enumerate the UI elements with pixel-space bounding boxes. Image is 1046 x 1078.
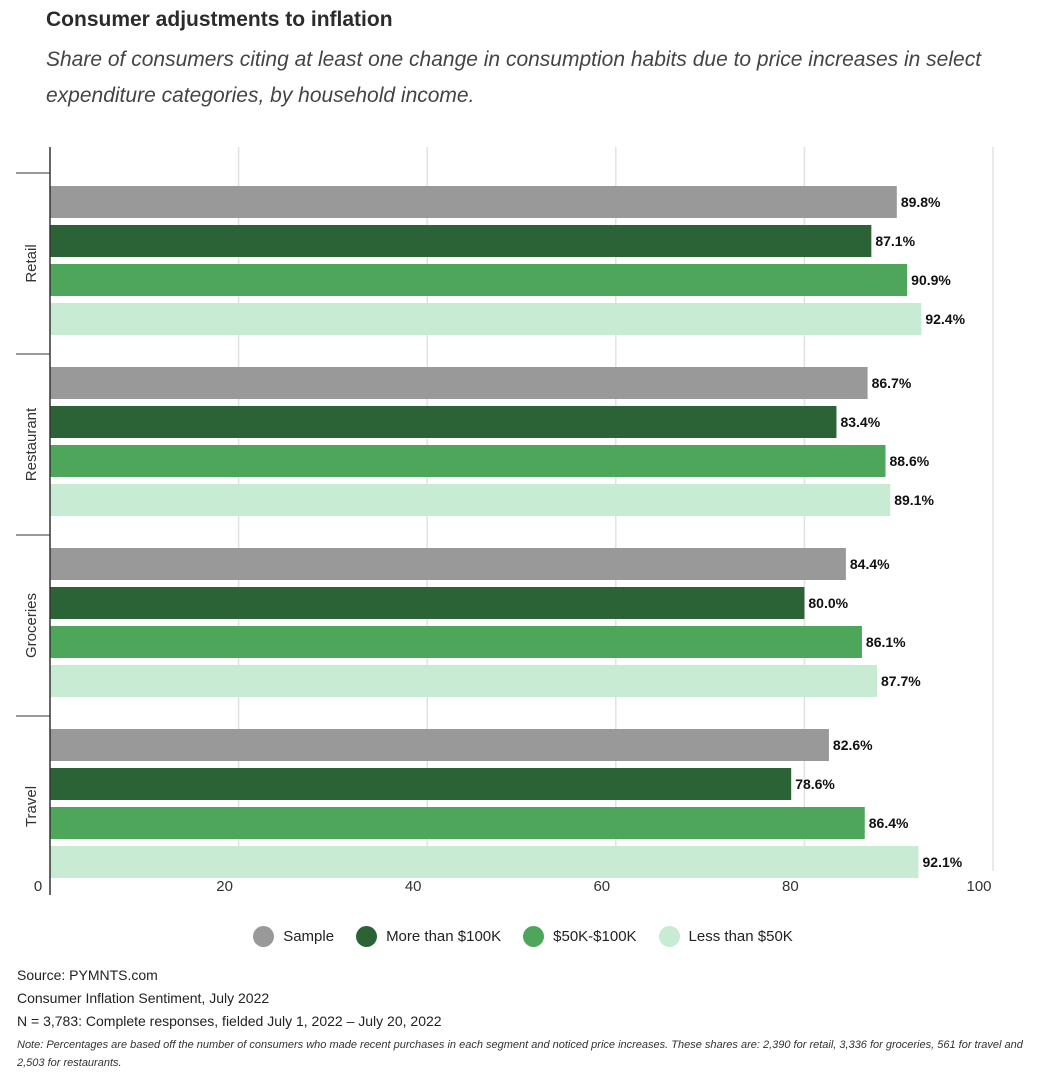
bar-travel-less-than-50k [50, 846, 919, 878]
sample-size-text: N = 3,783: Complete responses, fielded J… [17, 1013, 442, 1029]
bar-restaurant-sample [50, 367, 868, 399]
data-label-restaurant-less-than-50k: 89.1% [894, 492, 934, 508]
data-label-groceries-sample: 84.4% [850, 556, 890, 572]
x-tick-label-60: 60 [593, 878, 610, 895]
bar-restaurant-more-than-100k [50, 406, 837, 438]
data-label-retail-sample: 89.8% [901, 194, 941, 210]
legend-swatch-sample [253, 926, 275, 947]
bar-retail-less-than-50k [50, 303, 922, 335]
bar-restaurant-less-than-50k [50, 484, 891, 516]
axes: 0 20 40 60 80 100 Retail Restaurant Groceries Tra… [16, 147, 992, 895]
category-label-groceries: Groceries [23, 593, 40, 658]
category-label-travel: Travel [23, 786, 40, 827]
legend-item-more-than-100k[interactable]: More than $100K [356, 926, 501, 947]
data-label-restaurant-more-than-100k: 83.4% [840, 414, 880, 430]
legend-label-less-than-50k: Less than $50K [688, 928, 793, 945]
x-tick-label-100: 100 [966, 878, 991, 895]
bars: 89.8% 87.1% 90.9% 92.4% 86.7% 83.4% 88.6% 89.1%… [50, 186, 966, 878]
bar-groceries-sample [50, 548, 846, 580]
bar-retail-sample [50, 186, 897, 218]
legend: Sample More than $100K $50K-$100K Less t… [0, 926, 1046, 947]
bar-travel-50k-100k [50, 807, 865, 839]
report-text: Consumer Inflation Sentiment, July 2022 [17, 990, 270, 1006]
legend-swatch-50k-100k [523, 926, 545, 947]
legend-item-less-than-50k[interactable]: Less than $50K [658, 926, 793, 947]
data-label-retail-more-than-100k: 87.1% [875, 233, 915, 249]
x-tick-label-0: 0 [34, 878, 42, 895]
data-label-retail-less-than-50k: 92.4% [925, 311, 965, 327]
x-tick-label-20: 20 [216, 878, 233, 895]
chart-title: Consumer adjustments to inflation [46, 8, 393, 31]
data-label-groceries-more-than-100k: 80.0% [808, 595, 848, 611]
source-text: Source: PYMNTS.com [17, 967, 158, 983]
legend-swatch-more-than-100k [356, 926, 378, 947]
data-label-travel-sample: 82.6% [833, 737, 873, 753]
legend-item-50k-100k[interactable]: $50K-$100K [523, 926, 637, 947]
footnote: Note: Percentages are based off the numb… [17, 1039, 1023, 1069]
category-label-retail: Retail [23, 244, 40, 282]
bar-groceries-50k-100k [50, 626, 862, 658]
chart-subtitle: Share of consumers citing at least one c… [46, 48, 982, 107]
footer: Source: PYMNTS.com Consumer Inflation Se… [17, 964, 1032, 1072]
x-tick-label-80: 80 [782, 878, 799, 895]
bar-groceries-more-than-100k [50, 587, 805, 619]
data-label-travel-less-than-50k: 92.1% [923, 854, 963, 870]
category-label-restaurant: Restaurant [23, 407, 40, 481]
data-label-retail-50k-100k: 90.9% [911, 272, 951, 288]
bar-retail-more-than-100k [50, 225, 872, 257]
legend-label-more-than-100k: More than $100K [386, 928, 502, 945]
legend-item-sample[interactable]: Sample [253, 926, 334, 947]
legend-swatch-less-than-50k [658, 926, 680, 947]
bar-groceries-less-than-50k [50, 665, 878, 697]
data-label-restaurant-50k-100k: 88.6% [889, 453, 929, 469]
data-label-restaurant-sample: 86.7% [872, 375, 912, 391]
data-label-groceries-less-than-50k: 87.7% [881, 673, 921, 689]
bar-restaurant-50k-100k [50, 445, 886, 477]
data-label-travel-50k-100k: 86.4% [869, 815, 909, 831]
bar-retail-50k-100k [50, 264, 908, 296]
data-label-travel-more-than-100k: 78.6% [795, 776, 835, 792]
bar-travel-more-than-100k [50, 768, 792, 800]
bar-chart: 89.8% 87.1% 90.9% 92.4% 86.7% 83.4% 88.6% 89.1%… [16, 147, 994, 895]
bar-travel-sample [50, 729, 829, 761]
data-label-groceries-50k-100k: 86.1% [866, 634, 906, 650]
x-tick-label-40: 40 [405, 878, 422, 895]
legend-label-sample: Sample [283, 928, 335, 945]
legend-label-50k-100k: $50K-$100K [553, 928, 637, 945]
